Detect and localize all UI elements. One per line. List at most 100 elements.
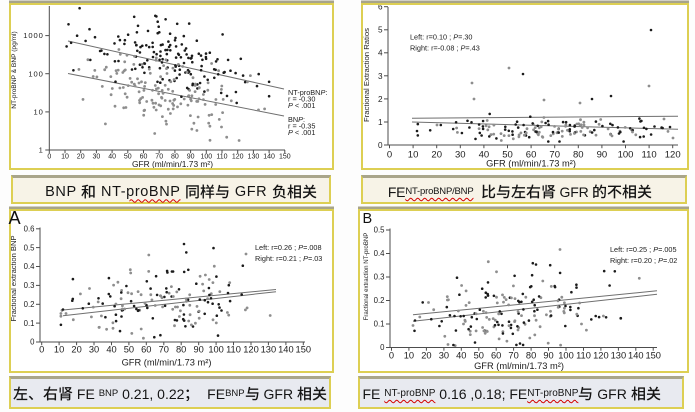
svg-text:120: 120 [665, 149, 681, 160]
svg-text:120: 120 [232, 153, 244, 160]
svg-text:0.1: 0.1 [24, 318, 35, 327]
svg-text:60: 60 [491, 350, 501, 360]
svg-text:30: 30 [439, 350, 449, 360]
svg-text:130: 130 [611, 350, 627, 360]
svg-text:Left: r=0.25 ; P=.005: Left: r=0.25 ; P=.005 [610, 245, 677, 254]
svg-text:0.2: 0.2 [374, 296, 385, 305]
svg-text:40: 40 [108, 153, 116, 160]
svg-text:0.1: 0.1 [374, 319, 385, 328]
svg-text:0: 0 [39, 344, 44, 354]
svg-text:60: 60 [141, 344, 151, 354]
svg-text:3: 3 [378, 72, 383, 81]
svg-text:70: 70 [159, 344, 169, 354]
svg-text:0.2: 0.2 [24, 300, 35, 309]
svg-text:NT-proBNP:: NT-proBNP: [288, 88, 327, 97]
svg-text:Fractional extraction NT-proBN: Fractional extraction NT-proBNP [363, 232, 370, 320]
svg-text:150: 150 [645, 350, 661, 360]
svg-text:0.3: 0.3 [24, 281, 35, 290]
svg-text:140: 140 [263, 153, 275, 160]
svg-text:Left: r=0.10 ; P=.30: Left: r=0.10 ; P=.30 [410, 33, 472, 42]
svg-text:5: 5 [378, 26, 383, 35]
svg-text:30: 30 [93, 153, 101, 160]
svg-text:110: 110 [642, 149, 657, 160]
svg-text:r = -0.30: r = -0.30 [288, 95, 315, 104]
svg-text:GFR (ml/min/1.73 m²): GFR (ml/min/1.73 m²) [486, 159, 576, 169]
svg-text:150: 150 [279, 153, 291, 160]
svg-text:P < .001: P < .001 [288, 101, 315, 110]
svg-text:Fractional Extraction Ratios: Fractional Extraction Ratios [363, 28, 371, 122]
svg-text:GFR (ml/min/1.73 m²): GFR (ml/min/1.73 m²) [474, 360, 564, 370]
svg-text:BNP:: BNP: [288, 115, 305, 124]
svg-text:90: 90 [187, 153, 195, 160]
svg-text:0.4: 0.4 [374, 249, 386, 258]
svg-text:40: 40 [106, 344, 116, 354]
svg-text:40: 40 [479, 149, 490, 160]
svg-text:80: 80 [171, 153, 179, 160]
svg-text:80: 80 [573, 149, 584, 160]
svg-text:r = -0.35: r = -0.35 [288, 122, 315, 131]
svg-text:50: 50 [474, 350, 484, 360]
svg-text:10: 10 [61, 153, 69, 160]
svg-text:0: 0 [47, 153, 51, 160]
svg-text:130: 130 [248, 153, 260, 160]
svg-text:100: 100 [28, 69, 43, 78]
svg-text:50: 50 [502, 149, 513, 160]
svg-text:70: 70 [508, 350, 518, 360]
svg-text:150: 150 [296, 344, 312, 354]
svg-text:100: 100 [200, 153, 212, 160]
svg-text:10: 10 [54, 344, 64, 354]
svg-text:140: 140 [628, 350, 644, 360]
svg-text:Left: r=0.26 ; P=.008: Left: r=0.26 ; P=.008 [255, 243, 322, 252]
svg-text:NT-proBNP & BNP (pg/ml): NT-proBNP & BNP (pg/ml) [11, 31, 18, 108]
svg-text:0: 0 [380, 343, 385, 352]
svg-text:100: 100 [618, 149, 634, 160]
svg-text:80: 80 [526, 350, 536, 360]
svg-text:20: 20 [77, 153, 85, 160]
svg-text:30: 30 [455, 149, 466, 160]
svg-text:20: 20 [71, 344, 81, 354]
svg-text:50: 50 [124, 344, 134, 354]
svg-text:GFR (ml/min/1.73 m²): GFR (ml/min/1.73 m²) [132, 159, 213, 168]
svg-text:20: 20 [431, 149, 442, 160]
svg-text:0.5: 0.5 [24, 243, 36, 252]
svg-text:1000: 1000 [23, 31, 44, 40]
svg-text:1: 1 [378, 118, 383, 127]
svg-text:1: 1 [39, 146, 44, 155]
svg-text:6: 6 [378, 5, 383, 12]
svg-text:0.6: 0.6 [24, 224, 35, 233]
svg-text:40: 40 [456, 350, 466, 360]
svg-text:70: 70 [155, 153, 163, 160]
svg-text:0: 0 [387, 149, 392, 160]
svg-text:10: 10 [34, 108, 44, 117]
svg-text:P < .001: P < .001 [288, 128, 315, 137]
svg-text:120: 120 [593, 350, 609, 360]
svg-text:70: 70 [549, 149, 560, 160]
svg-text:130: 130 [261, 344, 277, 354]
svg-text:0.4: 0.4 [24, 262, 36, 271]
svg-text:0: 0 [389, 350, 394, 360]
svg-text:30: 30 [89, 344, 99, 354]
svg-text:140: 140 [278, 344, 294, 354]
svg-text:100: 100 [558, 350, 574, 360]
svg-text:90: 90 [597, 149, 608, 160]
svg-text:Right: r=0.20 ; P=.02: Right: r=0.20 ; P=.02 [610, 256, 677, 265]
svg-text:60: 60 [526, 149, 537, 160]
svg-text:110: 110 [226, 344, 241, 354]
svg-text:100: 100 [208, 344, 224, 354]
svg-text:2: 2 [378, 95, 383, 104]
svg-text:60: 60 [140, 153, 148, 160]
svg-text:90: 90 [543, 350, 553, 360]
svg-text:110: 110 [576, 350, 591, 360]
svg-text:10: 10 [404, 350, 414, 360]
svg-text:0.5: 0.5 [374, 225, 386, 234]
svg-text:10: 10 [408, 149, 419, 160]
svg-text:80: 80 [176, 344, 186, 354]
svg-text:20: 20 [421, 350, 431, 360]
svg-text:50: 50 [124, 153, 132, 160]
svg-text:Right: r=0.21 ; P=.03: Right: r=0.21 ; P=.03 [255, 254, 322, 263]
svg-text:0.3: 0.3 [374, 272, 385, 281]
svg-text:Right: r=-0.08 ; P=.43: Right: r=-0.08 ; P=.43 [410, 44, 480, 53]
svg-text:GFR (ml/min/1.73 m²): GFR (ml/min/1.73 m²) [122, 357, 212, 367]
svg-text:4: 4 [378, 49, 383, 58]
svg-text:110: 110 [216, 153, 227, 160]
